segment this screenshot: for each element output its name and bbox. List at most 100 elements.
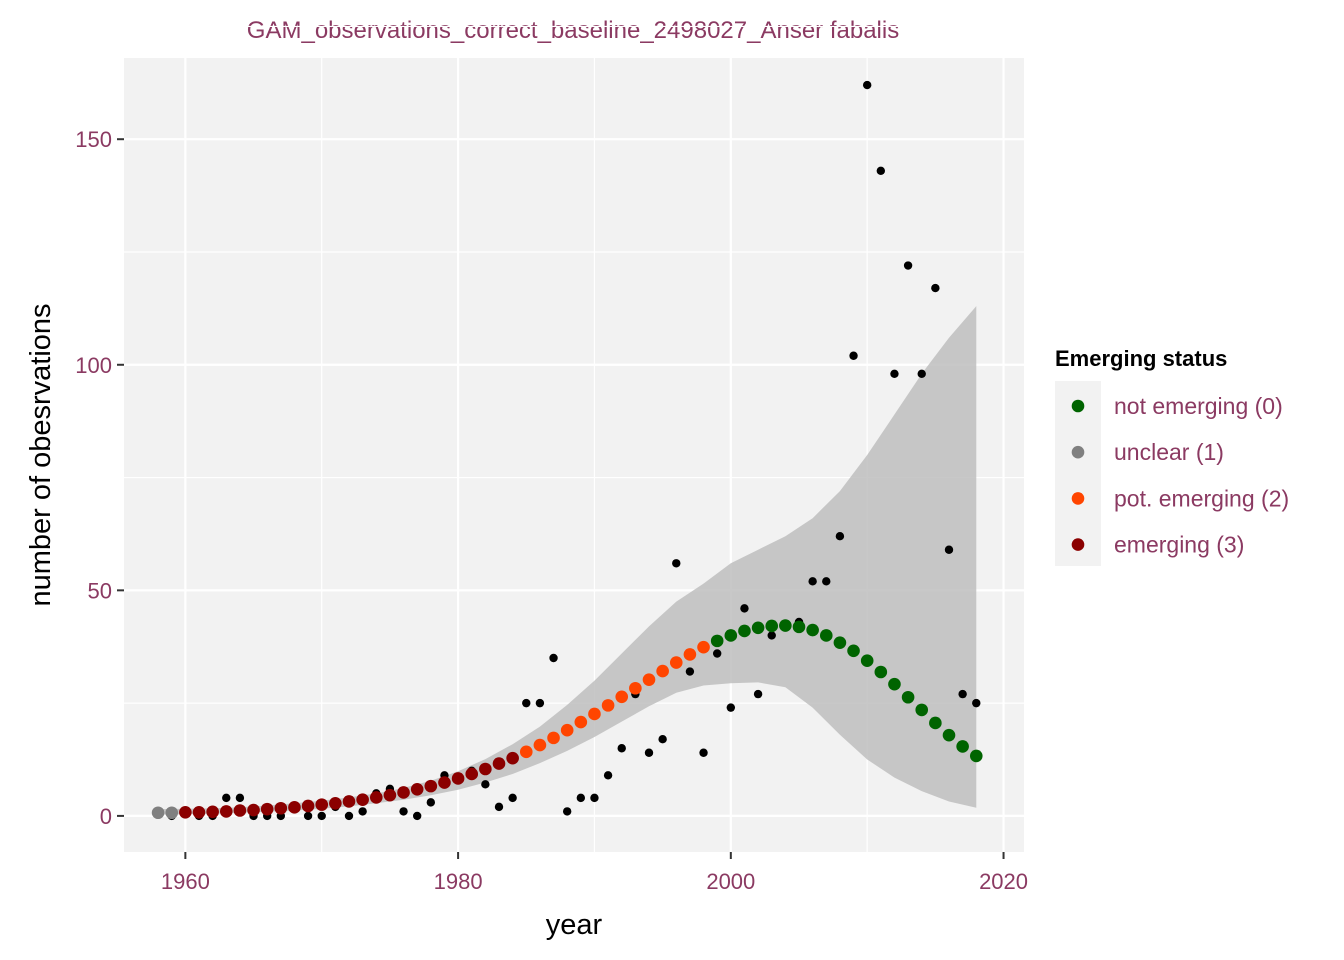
observation-point bbox=[862, 80, 872, 90]
observation-point bbox=[344, 811, 354, 821]
gam-fit-point bbox=[806, 623, 819, 637]
gam-fit-point bbox=[219, 805, 233, 818]
observation-point bbox=[944, 545, 954, 554]
observation-point bbox=[658, 735, 667, 744]
confidence-band-group bbox=[158, 306, 977, 815]
observation-point bbox=[767, 631, 776, 640]
gam-fit-points bbox=[151, 619, 983, 820]
gam-fit-point bbox=[438, 776, 451, 789]
gam-fit-point bbox=[738, 624, 751, 638]
gam-fit-point bbox=[451, 772, 465, 785]
observation-point bbox=[576, 793, 586, 803]
observation-point bbox=[535, 698, 545, 708]
gam-fit-point bbox=[206, 805, 219, 819]
observation-point bbox=[890, 369, 899, 378]
observation-point bbox=[562, 807, 572, 816]
confidence-band bbox=[158, 306, 977, 815]
gam-fit-point bbox=[288, 801, 301, 814]
gam-fit-point bbox=[929, 716, 942, 730]
gam-fit-point bbox=[588, 707, 601, 721]
gam-fit-point bbox=[642, 673, 656, 686]
gam-fit-point bbox=[601, 699, 615, 712]
gam-fit-point bbox=[533, 738, 547, 752]
gam-fit-point bbox=[560, 723, 574, 737]
legend: Emerging status not emerging (0) unclear … bbox=[1055, 346, 1289, 566]
gam-fit-point bbox=[615, 690, 629, 704]
observation-point bbox=[235, 793, 245, 803]
gam-fit-point bbox=[301, 799, 315, 813]
gam-fit-point bbox=[915, 703, 929, 717]
observation-point bbox=[672, 559, 681, 568]
gam-fit-point bbox=[506, 751, 519, 765]
observation-point bbox=[835, 532, 845, 541]
chart-title: GAM_observations_correct_baseline_249802… bbox=[247, 17, 899, 44]
observation-point bbox=[508, 793, 517, 803]
gam-fit-point bbox=[792, 620, 806, 634]
gam-fit-point bbox=[342, 795, 356, 808]
gam-fit-point bbox=[165, 806, 179, 820]
legend-title: Emerging status bbox=[1055, 346, 1227, 371]
gam-fit-point bbox=[656, 664, 669, 678]
observation-point bbox=[740, 604, 749, 613]
gam-fit-point bbox=[710, 634, 724, 648]
gam-fit-point bbox=[465, 767, 479, 781]
observation-point bbox=[712, 649, 722, 658]
observation-point bbox=[903, 261, 913, 270]
x-axis-title: year bbox=[546, 909, 603, 941]
axes: 1960 1980 2000 2020 0 50 100 150 bbox=[75, 127, 1028, 894]
gam-fit-point bbox=[847, 644, 860, 658]
gam-fit-point bbox=[942, 728, 956, 742]
gam-fit-point bbox=[697, 640, 710, 654]
gam-fit-point bbox=[383, 788, 397, 802]
observation-point bbox=[972, 698, 981, 708]
gam-fit-point bbox=[956, 740, 969, 753]
grid bbox=[124, 25, 1024, 852]
observation-point bbox=[317, 811, 326, 821]
observation-point bbox=[808, 577, 817, 586]
observation-point bbox=[412, 811, 422, 821]
gam-fit-point bbox=[260, 802, 274, 816]
legend-key-1 bbox=[1071, 445, 1085, 459]
y-tick-label: 50 bbox=[88, 578, 112, 603]
legend-label-3: emerging (3) bbox=[1114, 532, 1244, 558]
gam-fit-point bbox=[397, 786, 410, 799]
observation-point bbox=[481, 780, 490, 789]
gam-fit-point bbox=[765, 619, 779, 633]
observation-point bbox=[917, 369, 926, 378]
gam-fit-point bbox=[247, 803, 260, 817]
observation-point bbox=[222, 793, 231, 803]
gam-fit-point bbox=[860, 654, 874, 668]
gam-fit-point bbox=[315, 798, 329, 811]
y-axis-title: number of obesrvations bbox=[25, 303, 57, 606]
observation-point bbox=[399, 807, 408, 816]
gam-fit-point bbox=[410, 782, 424, 796]
observation-point bbox=[590, 793, 599, 803]
x-tick-label: 1980 bbox=[434, 869, 483, 894]
gam-fit-point bbox=[683, 648, 697, 661]
observation-point bbox=[849, 351, 858, 360]
observation-point bbox=[522, 698, 531, 708]
observation-point bbox=[303, 811, 313, 821]
gam-fit-point bbox=[629, 681, 642, 695]
gam-fit-point bbox=[179, 806, 192, 819]
observation-point bbox=[876, 166, 886, 175]
gam-fit-point bbox=[479, 762, 492, 776]
legend-label-0: not emerging (0) bbox=[1114, 393, 1283, 419]
y-tick-label: 150 bbox=[75, 127, 112, 152]
legend-label-2: pot. emerging (2) bbox=[1114, 485, 1289, 511]
observation-point bbox=[726, 703, 736, 712]
observation-point bbox=[931, 283, 940, 293]
legend-label-1: unclear (1) bbox=[1114, 439, 1224, 465]
gam-fit-point bbox=[274, 801, 288, 815]
gam-fit-point bbox=[724, 629, 738, 642]
gam-fit-point bbox=[833, 636, 847, 649]
x-tick-label: 2000 bbox=[706, 869, 755, 894]
observation-point bbox=[617, 744, 626, 753]
observation-point bbox=[549, 653, 558, 663]
observation-point bbox=[822, 577, 831, 586]
gam-fit-point bbox=[874, 665, 888, 679]
observation-point bbox=[603, 771, 613, 780]
gam-fit-point bbox=[356, 793, 369, 806]
x-tick-label: 2020 bbox=[979, 869, 1028, 894]
